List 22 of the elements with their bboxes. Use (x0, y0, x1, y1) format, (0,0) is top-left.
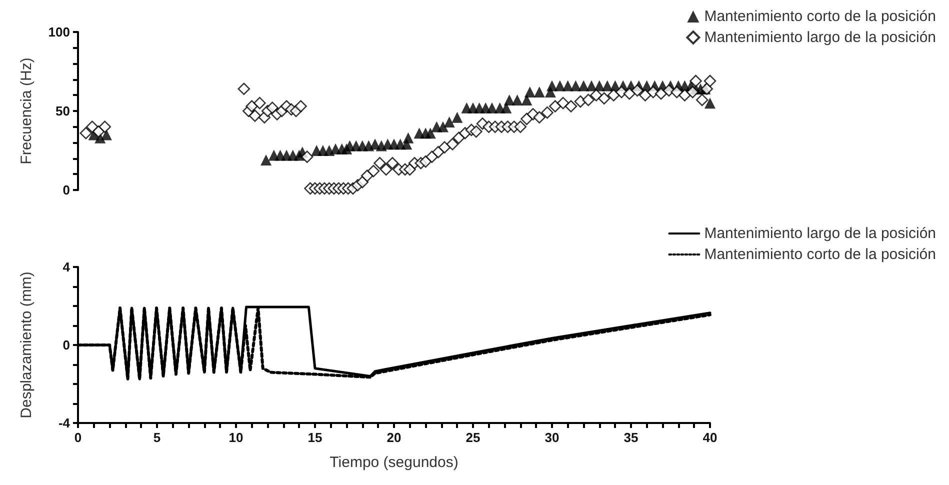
x-tick-label: 20 (386, 430, 402, 445)
y-tick-label: 100 (48, 24, 70, 40)
x-tick-label: 35 (624, 430, 638, 445)
x-tick-label: 10 (228, 430, 244, 445)
y-tick-label: -4 (58, 416, 71, 430)
legend-label: Mantenimiento largo de la posición (704, 29, 936, 46)
x-axis-title: Tiempo (segundos) (330, 454, 458, 471)
x-tick-label: 30 (544, 430, 560, 445)
legend-label: Mantenimiento corto de la posición (704, 8, 936, 25)
y-tick-label: 0 (62, 182, 70, 198)
x-tick-label: 0 (74, 430, 82, 445)
legend-label: Mantenimiento corto de la posición (704, 246, 936, 263)
y-axis-title: Frecuencia (Hz) (18, 58, 35, 164)
legend-label: Mantenimiento largo de la posición (704, 225, 936, 242)
x-tick-label: 5 (153, 430, 161, 445)
x-tick-label: 40 (702, 430, 718, 445)
x-tick-label: 15 (308, 430, 322, 445)
y-tick-label: 50 (56, 104, 70, 118)
y-axis-title: Desplazamiento (mm) (18, 272, 35, 418)
y-tick-label: 0 (62, 338, 70, 352)
y-tick-label: 4 (62, 260, 71, 274)
x-tick-label: 25 (466, 430, 480, 445)
